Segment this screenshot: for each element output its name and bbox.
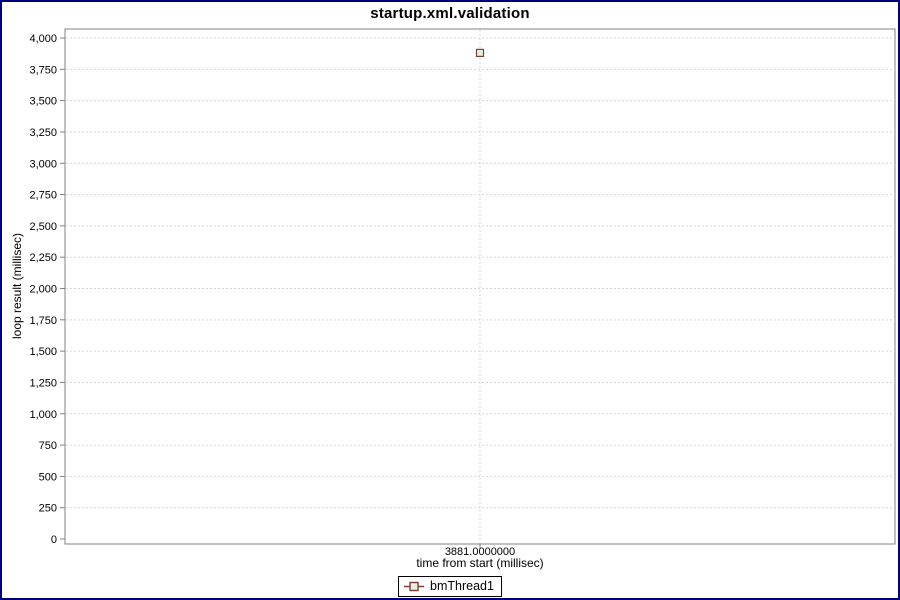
x-tick-label: 3881.0000000 (445, 546, 515, 558)
y-tick-label: 3,250 (29, 127, 57, 139)
y-tick-label: 250 (39, 503, 57, 515)
y-tick-label: 4,000 (29, 33, 57, 45)
y-tick-label: 0 (51, 534, 57, 546)
y-tick-label: 1,500 (29, 346, 57, 358)
y-tick-label: 2,500 (29, 221, 57, 233)
y-tick-label: 2,250 (29, 252, 57, 264)
y-tick-label: 1,000 (29, 409, 57, 421)
legend: bmThread1 (398, 576, 502, 597)
y-tick-label: 2,000 (29, 284, 57, 296)
chart-title: startup.xml.validation (370, 5, 530, 22)
legend-series-label: bmThread1 (430, 579, 494, 594)
data-point-marker (475, 48, 485, 58)
y-tick-label: 2,750 (29, 190, 57, 202)
y-axis-label: loop result (millisec) (10, 232, 24, 340)
y-tick-label: 750 (39, 440, 57, 452)
y-tick-label: 500 (39, 471, 57, 483)
y-tick-label: 1,250 (29, 377, 57, 389)
y-tick-label: 3,500 (29, 96, 57, 108)
x-axis-label: time from start (millisec) (416, 556, 544, 570)
y-tick-label: 3,000 (29, 158, 57, 170)
y-tick-label: 3,750 (29, 64, 57, 76)
y-tick-label: 1,750 (29, 315, 57, 327)
legend-series-marker-icon (404, 581, 425, 592)
